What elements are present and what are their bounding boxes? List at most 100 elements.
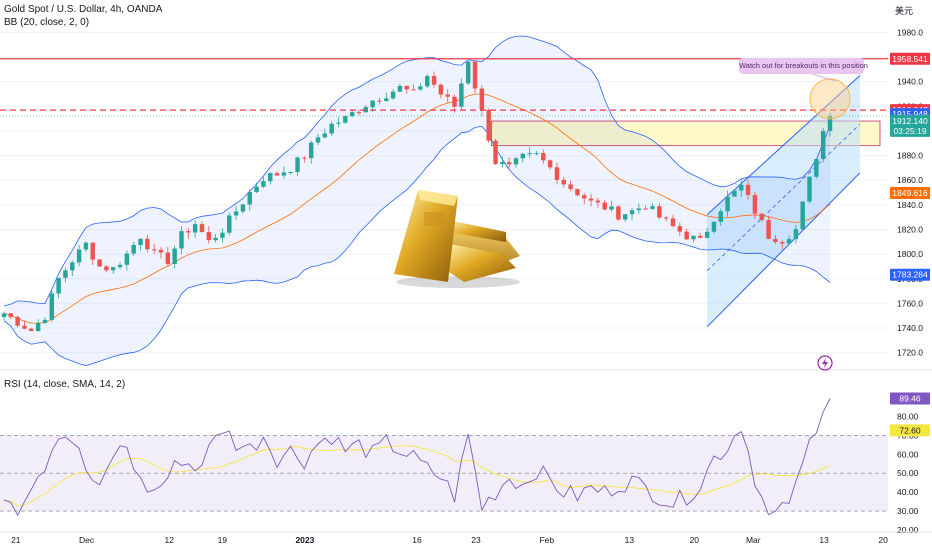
candle-body [15, 316, 20, 326]
time-tick-label: 21 [11, 535, 21, 545]
time-tick-label: 16 [412, 535, 422, 545]
candle-body [343, 116, 348, 123]
candle-body [83, 242, 89, 250]
candle-body [397, 85, 403, 92]
candle-body [329, 123, 334, 134]
price-axis: 1720.01740.01760.01780.01800.01820.01840… [890, 27, 930, 358]
candle-body [752, 195, 758, 214]
candle-body [766, 220, 771, 239]
candle-body [70, 262, 75, 271]
rsi-ma-line [3, 445, 831, 507]
time-tick-label: 13 [625, 535, 635, 545]
candle-body [97, 259, 102, 267]
candle-body [411, 89, 416, 91]
price-tag-bg [890, 268, 930, 281]
candle-body [145, 238, 150, 250]
candle-body [261, 181, 266, 187]
candle-body [622, 214, 628, 220]
candle-body [616, 206, 621, 220]
candle-body [595, 200, 601, 203]
rsi-panel: 20.0030.0040.0050.0060.0070.0080.0089.46… [0, 392, 930, 535]
candle-body [390, 91, 396, 99]
candle-body [206, 232, 212, 241]
candle-body [534, 153, 539, 155]
candle-body [349, 112, 355, 117]
candle-body [124, 253, 130, 265]
candle-body [431, 76, 437, 85]
candlesticks [1, 60, 833, 332]
price-tag-bg [890, 114, 930, 127]
price-tag-bg [890, 124, 930, 137]
rsi-value-tag-label: 89.46 [899, 393, 921, 403]
price-tag-label: 1915.948 [892, 109, 928, 119]
candle-body [650, 206, 655, 209]
candle-body [472, 61, 478, 89]
price-tick-label: 1760.0 [897, 298, 923, 308]
rsi-tick-label: 30.00 [897, 506, 919, 516]
time-tick-label: 20 [690, 535, 700, 545]
candle-body [643, 208, 648, 210]
candle-body [793, 229, 799, 240]
candle-body [773, 238, 778, 243]
candle-body [670, 218, 676, 227]
time-tick-label: 2023 [295, 535, 314, 545]
price-tick-label: 1940.0 [897, 77, 923, 87]
candle-body [814, 159, 819, 177]
candle-body [779, 242, 785, 244]
candle-body [629, 210, 635, 215]
candle-body [527, 153, 532, 155]
lightning-icon[interactable] [817, 355, 833, 371]
candle-body [513, 158, 519, 165]
candle-body [213, 237, 218, 241]
candle-body [500, 162, 505, 164]
candle-body [745, 184, 751, 196]
candle-body [759, 213, 764, 221]
time-tick-label: 12 [164, 535, 174, 545]
candle-body [22, 325, 27, 329]
price-tick-label: 1860.0 [897, 175, 923, 185]
candle-body [274, 173, 280, 176]
candle-body [268, 173, 273, 182]
candle-body [281, 172, 287, 176]
price-tick-label: 1880.0 [897, 151, 923, 161]
candle-body [49, 293, 55, 320]
rsi-value-tag-bg [890, 424, 930, 437]
candle-body [704, 231, 710, 238]
gold-bars-image [394, 190, 520, 288]
price-tag-label: 1958.541 [892, 54, 928, 64]
breakout-callout[interactable]: Watch out for breakouts in this position [739, 58, 868, 74]
price-tag-label: 03:25:19 [893, 126, 926, 136]
rsi-value-tag-bg [890, 392, 930, 405]
bb-fill [4, 36, 830, 366]
candle-body [520, 153, 526, 159]
candle-body [711, 221, 717, 232]
time-tick-label: Feb [539, 535, 554, 545]
time-tick-label: 19 [218, 535, 228, 545]
candle-body [582, 195, 587, 199]
candle-body [288, 172, 293, 174]
currency-label: 美元 [895, 6, 914, 16]
candle-body [575, 188, 580, 196]
candle-body [29, 328, 34, 332]
candle-body [104, 266, 109, 271]
callout-pointer [811, 73, 837, 82]
candle-body [302, 157, 307, 159]
candle-body [199, 224, 205, 233]
candle-body [377, 100, 382, 102]
candle-body [370, 100, 375, 108]
candle-body [138, 238, 143, 245]
candle-body [588, 198, 594, 201]
candle-body [404, 85, 409, 90]
candle-body [486, 110, 491, 141]
time-tick-label: 13 [819, 535, 829, 545]
candle-body [636, 208, 642, 211]
candle-body [506, 162, 512, 165]
price-tick-label: 1980.0 [897, 27, 923, 37]
candle-body [452, 96, 457, 107]
channel-mid-line [706, 123, 861, 272]
price-tag-label: 1912.140 [892, 116, 928, 126]
candle-body [663, 217, 669, 219]
rsi-tick-label: 80.00 [897, 411, 919, 421]
bb-indicator-label: BB (20, close, 2, 0) [4, 17, 90, 28]
